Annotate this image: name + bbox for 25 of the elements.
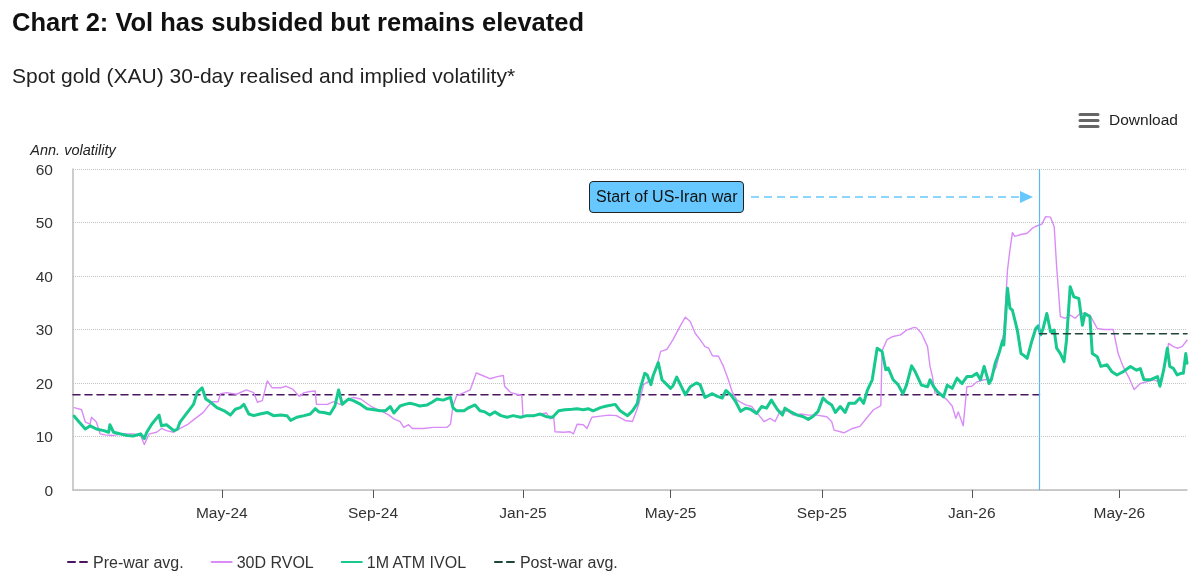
x-tick-label: Sep-24 xyxy=(348,503,399,521)
chart-subtitle: Spot gold (XAU) 30-day realised and implied volatility* xyxy=(12,64,516,87)
line-series xyxy=(73,215,1188,446)
y-axis-title: Ann. volatility xyxy=(29,141,117,158)
y-tick-label: 20 xyxy=(35,374,54,392)
y-tick-label: 60 xyxy=(35,160,54,178)
x-tick-label: May-25 xyxy=(644,503,697,521)
chart-title: Chart 2: Vol has subsided but remains elevated xyxy=(12,8,585,36)
x-tick-label: Jan-26 xyxy=(948,503,996,521)
text: Download xyxy=(1109,111,1178,129)
y-tick-label: 0 xyxy=(44,481,54,499)
y-tick-label: 50 xyxy=(35,214,54,231)
legend-label: 1M ATM IVOL xyxy=(366,553,467,571)
x-tick-label: Jan-25 xyxy=(499,503,547,521)
annotation: Start of US-Iran war xyxy=(589,181,745,213)
y-tick-label: 40 xyxy=(35,267,54,285)
legend-label: Post-war avg. xyxy=(519,553,618,571)
x-tick-label: Sep-25 xyxy=(796,503,847,521)
legend-label: 30D RVOL xyxy=(236,553,314,571)
x-tick-label: May-26 xyxy=(1093,503,1146,521)
y-tick-label: 10 xyxy=(35,428,54,445)
y-tick-label: 30 xyxy=(35,321,54,338)
x-tick-label: May-24 xyxy=(195,503,248,521)
line-series xyxy=(72,285,1189,441)
legend-label: Pre-war avg. xyxy=(93,553,184,571)
